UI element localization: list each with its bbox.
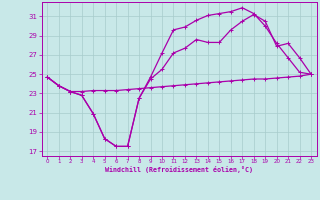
X-axis label: Windchill (Refroidissement éolien,°C): Windchill (Refroidissement éolien,°C) bbox=[105, 166, 253, 173]
